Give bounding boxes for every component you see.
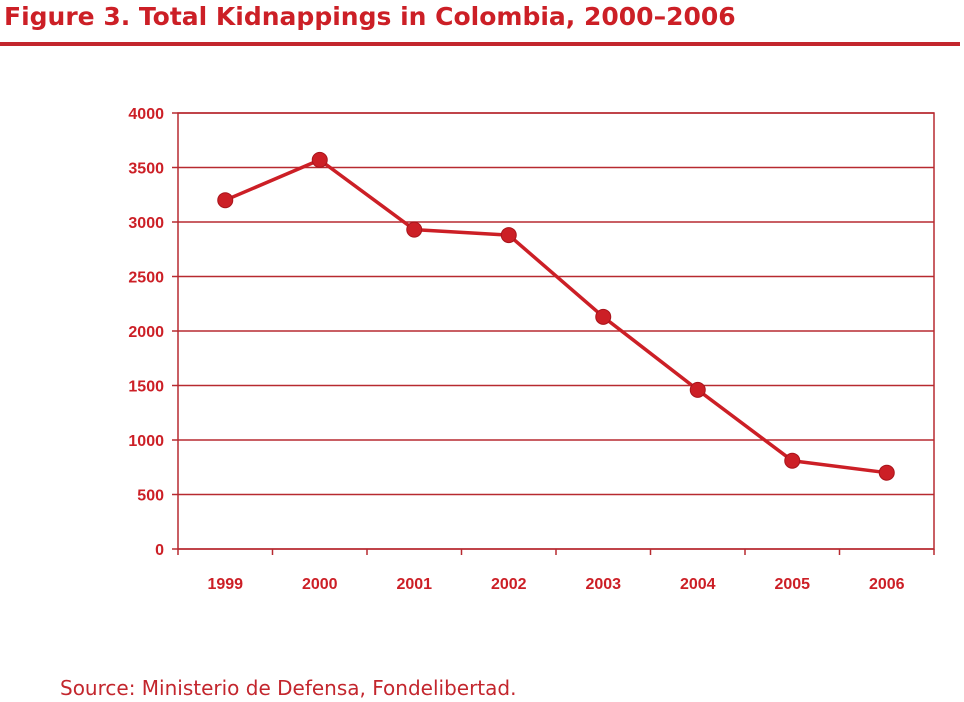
x-tick-label: 2005 (774, 576, 810, 593)
data-point (311, 151, 328, 168)
y-tick-label: 3000 (128, 215, 164, 232)
figure-title: Figure 3. Total Kidnappings in Colombia,… (4, 2, 736, 31)
y-tick-label: 1000 (128, 433, 164, 450)
y-tick-label: 2500 (128, 270, 164, 287)
data-point (689, 381, 706, 398)
x-tick-label: 2000 (302, 576, 338, 593)
y-tick-label: 0 (155, 542, 164, 559)
x-tick-label: 2001 (396, 576, 432, 593)
x-tick-label: 1999 (207, 576, 243, 593)
x-tick-label: 2006 (869, 576, 905, 593)
series-line (224, 158, 887, 475)
y-tick-label: 3500 (128, 161, 164, 178)
data-point (784, 452, 801, 469)
data-point (878, 464, 895, 481)
y-tick-label: 500 (137, 488, 164, 505)
y-tick-label: 4000 (128, 106, 164, 123)
data-point (500, 227, 517, 244)
source-note: Source: Ministerio de Defensa, Fondelibe… (60, 676, 517, 700)
data-point (406, 221, 423, 238)
y-tick-label: 2000 (128, 324, 164, 341)
title-rule (0, 42, 960, 46)
y-tick-label: 1500 (128, 379, 164, 396)
x-tick-label: 2004 (680, 576, 716, 593)
x-tick-label: 2002 (491, 576, 527, 593)
data-point (217, 192, 234, 209)
x-tick-label: 2003 (585, 576, 621, 593)
data-point (595, 308, 612, 325)
